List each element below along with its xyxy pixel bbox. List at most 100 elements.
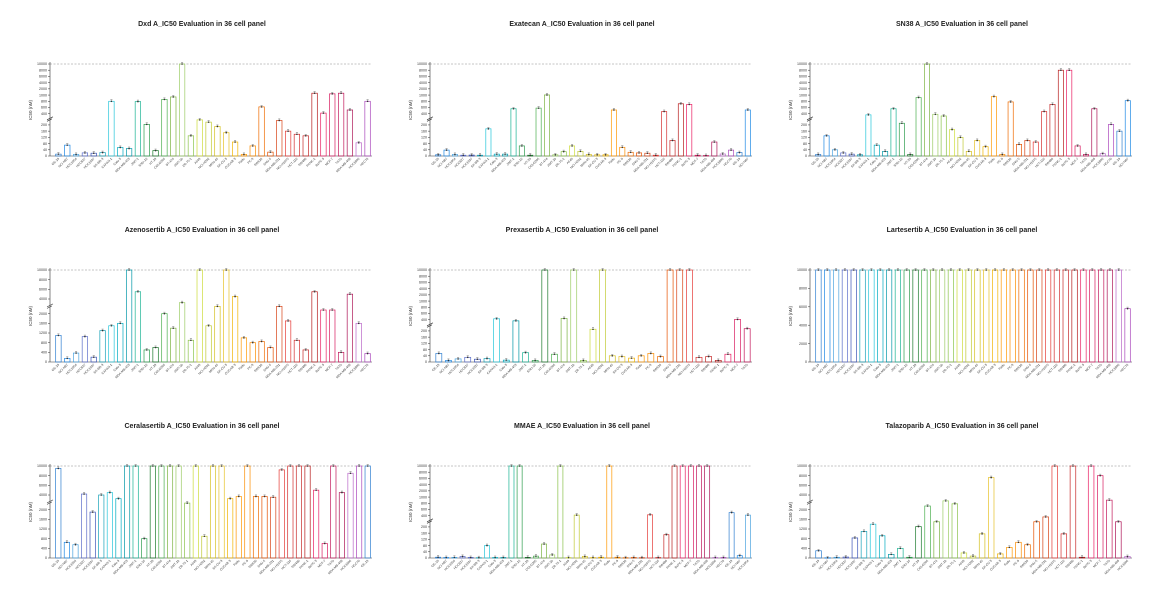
data-point — [608, 465, 611, 467]
y-tick-label: 8000 — [419, 470, 427, 474]
data-point — [722, 556, 725, 559]
data-point — [216, 305, 219, 308]
bar — [329, 93, 336, 157]
bar — [295, 465, 302, 559]
x-tick-label: SK-BR-3 — [93, 157, 105, 169]
data-point — [163, 312, 166, 315]
x-tick-label: SK-OV-3 — [967, 157, 979, 169]
bar — [938, 269, 946, 363]
x-tick-label: JIMT-1 — [128, 559, 138, 569]
x-tick-label: NCI-N87 — [57, 363, 69, 375]
x-tick-label: HCC827 — [75, 157, 87, 169]
x-tick-label: BT-474 — [536, 559, 546, 569]
data-point — [504, 153, 506, 155]
bar — [1080, 269, 1087, 363]
data-point — [835, 269, 837, 271]
bar — [55, 335, 62, 363]
x-tick-label: PC-9 — [996, 157, 1004, 165]
data-point — [908, 556, 911, 559]
x-tick-label: SK-OV-3 — [583, 559, 595, 571]
y-tick-label: 160 — [421, 335, 427, 339]
bar — [647, 353, 655, 363]
data-point — [298, 465, 300, 467]
x-tick-label: JIMT-1 — [503, 559, 513, 569]
x-tick-label: JIMT-1 — [130, 157, 140, 167]
x-tick-label: SW620 — [253, 363, 263, 373]
x-tick-label: SNU-16 — [513, 157, 524, 168]
data-point — [994, 269, 996, 271]
data-point — [447, 359, 450, 362]
bar — [223, 269, 230, 363]
data-point — [137, 100, 139, 103]
y-tick-label: 0 — [805, 360, 807, 364]
bar — [885, 269, 893, 363]
y-tick-label: 200 — [41, 123, 47, 127]
x-tick-label: HCC827 — [836, 559, 848, 571]
data-point — [1117, 269, 1120, 271]
bar — [850, 269, 857, 363]
x-tick-label: MCF-7 — [324, 157, 334, 167]
x-tick-label: Fadu — [608, 157, 616, 165]
bar — [1089, 269, 1096, 363]
bar — [205, 121, 212, 157]
data-point — [349, 293, 351, 295]
bar — [982, 146, 989, 157]
x-tick-label: JIMT-1b — [173, 157, 184, 168]
bar — [535, 107, 542, 157]
data-point — [537, 107, 540, 109]
bar — [143, 124, 150, 157]
data-point — [74, 543, 77, 546]
data-point — [1047, 269, 1049, 271]
data-point — [269, 151, 272, 153]
data-point — [272, 496, 274, 498]
data-point — [57, 334, 60, 337]
data-point — [879, 269, 882, 271]
data-point — [323, 542, 326, 545]
x-tick-label: Calu-3 — [487, 559, 497, 569]
y-tick-label: 8000 — [419, 68, 427, 72]
data-point — [1026, 139, 1029, 142]
y-tick-label: 1200 — [39, 331, 47, 335]
x-tick-label: JIMT-1b — [173, 363, 184, 374]
x-tick-label: ZR-75-1 — [182, 363, 193, 374]
y-tick-label: 120 — [421, 538, 427, 542]
bar — [187, 339, 195, 363]
bar — [320, 309, 327, 363]
data-point — [445, 556, 448, 559]
data-point — [315, 489, 317, 491]
bar — [679, 465, 686, 559]
data-point — [1076, 145, 1079, 147]
x-tick-label: SNU-5 — [631, 157, 641, 167]
y-axis-label: IC50 (nM) — [28, 502, 33, 523]
bar — [64, 144, 71, 157]
data-point — [366, 465, 369, 467]
data-point — [526, 556, 529, 559]
x-tick-label: JIMT-1 — [890, 363, 900, 373]
bar — [278, 469, 285, 559]
chart-svg: Exatecan A_IC50 Evaluation in 36 cell pa… — [408, 21, 754, 173]
bar — [671, 465, 678, 559]
bar — [124, 465, 131, 559]
y-tick-label: 10000 — [417, 464, 427, 468]
x-tick-label: Fadu — [233, 559, 241, 567]
data-point — [875, 144, 878, 146]
data-point — [963, 552, 965, 554]
data-point — [1118, 130, 1121, 132]
y-tick-label: 0 — [45, 154, 47, 158]
y-tick-label: 800 — [421, 501, 427, 505]
x-tick-label: SW480 — [1044, 157, 1054, 167]
x-tick-label: HCC70 — [1119, 363, 1129, 373]
data-point — [842, 152, 845, 154]
x-tick-label: A549 — [566, 157, 574, 165]
bar — [1049, 104, 1056, 157]
chart-title: MMAE A_IC50 Evaluation in 36 cell panel — [514, 423, 650, 430]
data-point — [313, 92, 316, 95]
bar — [346, 293, 354, 363]
bar — [823, 135, 830, 157]
data-point — [554, 153, 557, 156]
y-tick-label: 8000 — [799, 287, 807, 291]
x-tick-label: SW620 — [1013, 363, 1023, 373]
data-point — [934, 113, 937, 116]
y-tick-label: 40 — [423, 148, 427, 152]
data-point — [469, 556, 472, 559]
